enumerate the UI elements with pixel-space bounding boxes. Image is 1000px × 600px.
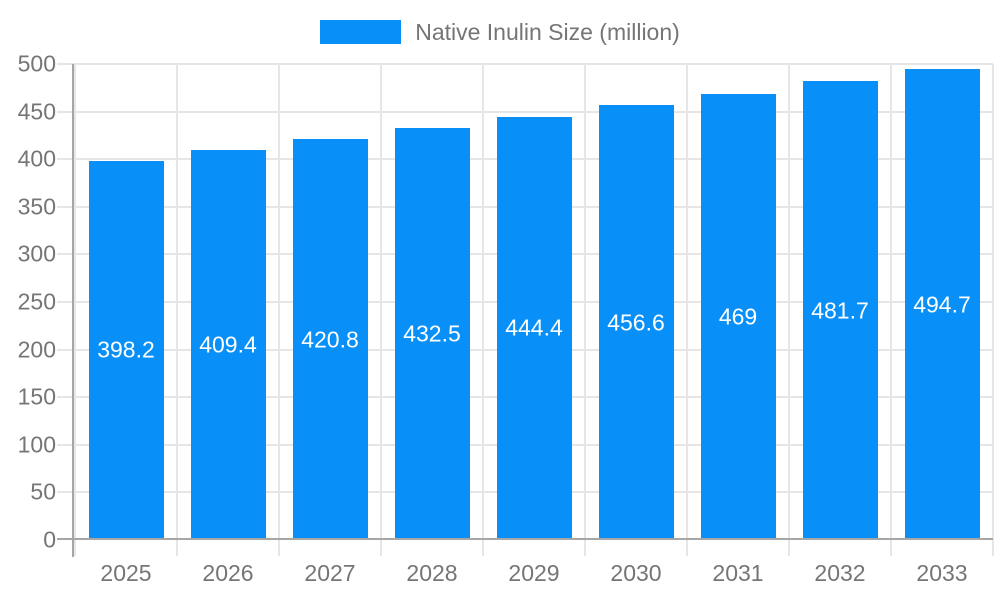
x-axis-tick-label: 2030 [610,560,662,586]
x-gridline [992,64,994,556]
legend: Native Inulin Size (million) [0,17,1000,47]
x-axis-tick-label: 2033 [916,560,968,586]
x-gridline [788,64,790,556]
legend-swatch[interactable] [320,20,402,44]
x-axis-tick-label: 2025 [100,560,152,586]
y-axis-tick-label: 200 [17,336,56,363]
y-axis-line [72,64,74,557]
x-gridline [278,64,280,556]
bar[interactable] [598,105,674,540]
bar[interactable] [394,128,470,540]
x-axis-tick-label: 2029 [508,560,560,586]
x-gridline [686,64,688,556]
y-axis-tick-label: 300 [17,240,56,267]
x-axis-tick-label: 2031 [712,560,764,586]
y-axis-tick-label: 450 [17,98,56,125]
y-axis-tick-label: 0 [43,526,56,553]
x-axis-tick-label: 2028 [406,560,458,586]
x-gridline [380,64,382,556]
bar[interactable] [88,160,164,540]
x-gridline [176,64,178,556]
bar[interactable] [496,116,572,540]
y-axis-tick-label: 400 [17,145,56,172]
x-axis-line [57,538,993,540]
y-axis-tick-label: 500 [17,50,56,77]
x-axis-tick-label: 2027 [304,560,356,586]
x-gridline [584,64,586,556]
x-gridline [482,64,484,556]
x-gridline [74,64,76,556]
bar[interactable] [904,69,980,540]
y-gridline [57,110,993,113]
x-axis-tick-label: 2026 [202,560,254,586]
y-axis-tick-label: 250 [17,288,56,315]
x-axis-tick-label: 2032 [814,560,866,586]
legend-label[interactable]: Native Inulin Size (million) [415,18,680,45]
bar[interactable] [292,139,368,540]
y-gridline [57,63,993,65]
y-axis-tick-label: 50 [30,478,56,505]
bar[interactable] [700,93,776,540]
bar[interactable] [190,150,266,540]
y-axis-tick-label: 350 [17,193,56,220]
x-gridline [890,64,892,556]
y-axis-tick-label: 100 [17,431,56,458]
bar[interactable] [802,81,878,540]
y-axis-tick-label: 150 [17,383,56,410]
